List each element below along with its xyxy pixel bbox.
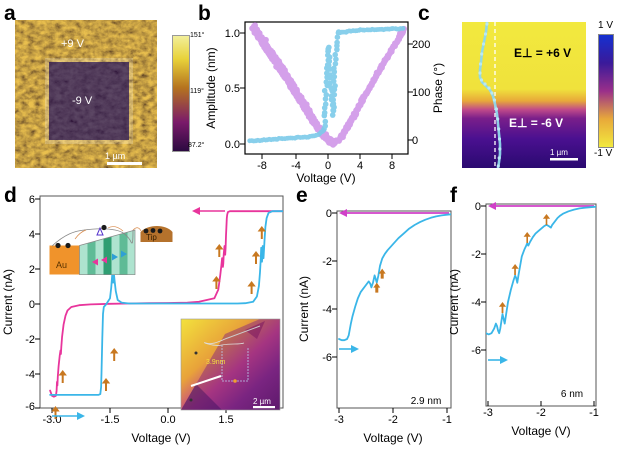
svg-text:+9 V: +9 V (61, 38, 85, 50)
svg-text:Phase (°): Phase (°) (431, 63, 445, 113)
svg-text:0.0: 0.0 (160, 414, 175, 426)
svg-text:E⊥ = +6 V: E⊥ = +6 V (514, 46, 571, 60)
svg-text:3.9nm: 3.9nm (206, 359, 226, 366)
svg-text:1.0: 1.0 (225, 28, 240, 40)
svg-text:Tip: Tip (146, 233, 157, 242)
svg-text:Au: Au (56, 260, 67, 270)
svg-text:-4: -4 (322, 304, 332, 316)
svg-text:1 µm: 1 µm (105, 151, 125, 161)
svg-text:Voltage (V): Voltage (V) (363, 431, 422, 445)
svg-text:Current (nA): Current (nA) (1, 269, 15, 335)
svg-text:-4: -4 (471, 297, 481, 309)
svg-text:8: 8 (389, 160, 395, 172)
svg-text:0.5: 0.5 (225, 83, 240, 95)
svg-text:-2: -2 (388, 414, 398, 426)
svg-text:100: 100 (412, 87, 430, 99)
svg-text:0: 0 (326, 208, 332, 220)
svg-text:1 µm: 1 µm (550, 148, 568, 157)
svg-text:-4: -4 (25, 369, 35, 381)
svg-text:-6: -6 (25, 401, 35, 413)
svg-text:0.0: 0.0 (225, 139, 240, 151)
svg-text:6 nm: 6 nm (561, 389, 583, 400)
svg-text:-1: -1 (589, 407, 599, 419)
svg-text:2 µm: 2 µm (253, 397, 271, 406)
svg-text:-3: -3 (334, 414, 344, 426)
svg-text:-1.5: -1.5 (101, 414, 120, 426)
svg-text:Current (nA): Current (nA) (450, 269, 461, 335)
svg-text:4: 4 (357, 160, 363, 172)
svg-text:-2: -2 (536, 407, 546, 419)
svg-text:0: 0 (412, 135, 418, 147)
svg-text:4: 4 (29, 229, 35, 241)
svg-text:2.9 nm: 2.9 nm (411, 396, 442, 407)
svg-text:-9 V: -9 V (72, 95, 93, 107)
svg-text:-6: -6 (322, 352, 332, 364)
svg-text:-2: -2 (25, 334, 35, 346)
svg-text:E⊥ = -6 V: E⊥ = -6 V (509, 116, 563, 130)
svg-text:-2: -2 (471, 249, 481, 261)
svg-text:-8: -8 (257, 160, 267, 172)
svg-text:Voltage (V): Voltage (V) (131, 431, 190, 445)
svg-text:200: 200 (412, 39, 430, 51)
svg-text:-2: -2 (322, 256, 332, 268)
svg-text:Voltage (V): Voltage (V) (511, 424, 570, 438)
svg-text:1.5: 1.5 (218, 414, 233, 426)
svg-text:Voltage (V): Voltage (V) (296, 171, 355, 185)
svg-text:0: 0 (29, 299, 35, 311)
svg-text:0: 0 (475, 201, 481, 213)
svg-text:Current (nA): Current (nA) (297, 276, 311, 342)
svg-text:-3: -3 (483, 407, 493, 419)
svg-text:2: 2 (29, 264, 35, 276)
svg-text:6: 6 (29, 194, 35, 206)
svg-text:Amplitude (nm): Amplitude (nm) (204, 47, 218, 128)
svg-text:-6: -6 (471, 345, 481, 357)
